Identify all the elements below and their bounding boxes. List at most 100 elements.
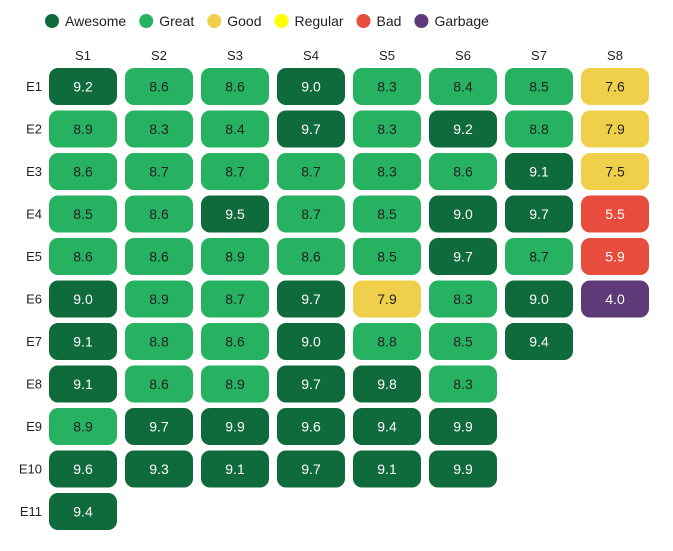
cell-e2-s7 bbox=[505, 110, 573, 148]
cell-e5-s2 bbox=[125, 238, 193, 275]
cell-value: 7.9 bbox=[605, 121, 625, 137]
cell-value: 9.4 bbox=[73, 504, 93, 520]
cell-e6-s4 bbox=[277, 280, 345, 318]
cell-e3-s1 bbox=[49, 153, 117, 190]
cell-value: 8.5 bbox=[529, 79, 549, 95]
cell-e1-s7 bbox=[505, 68, 573, 105]
cell-value: 9.8 bbox=[377, 376, 397, 392]
heatmap-cell: 8.3 bbox=[125, 110, 193, 148]
legend-swatch-awesome bbox=[45, 14, 59, 28]
heatmap-cell: 7.9 bbox=[581, 110, 649, 148]
cell-value: 9.5 bbox=[225, 206, 245, 222]
cell-e6-s2 bbox=[125, 280, 193, 318]
heatmap-cell: 7.9 bbox=[353, 280, 421, 318]
heatmap-cell: 8.3 bbox=[353, 153, 421, 190]
cell-e7-s7 bbox=[505, 323, 573, 360]
heatmap-cell: 9.1 bbox=[49, 323, 117, 360]
cell-value: 8.6 bbox=[225, 79, 245, 95]
cell-e10-s2 bbox=[125, 450, 193, 488]
legend-label-good: Good bbox=[227, 13, 261, 29]
heatmap-cell: 9.0 bbox=[277, 323, 345, 360]
heatmap-cell: 8.7 bbox=[201, 280, 269, 318]
cell-value: 8.3 bbox=[377, 164, 397, 180]
legend-swatch-good bbox=[207, 14, 222, 28]
cell-value: 9.9 bbox=[453, 461, 473, 477]
heatmap-cell: 7.5 bbox=[581, 153, 649, 190]
cell-value: 9.4 bbox=[529, 334, 549, 350]
heatmap-cell: 9.7 bbox=[277, 110, 345, 148]
heatmap-cell: 8.5 bbox=[353, 238, 421, 275]
cell-value: 9.1 bbox=[73, 376, 93, 392]
heatmap-cell: 8.6 bbox=[125, 365, 193, 403]
cell-e1-s8 bbox=[581, 68, 649, 105]
row-label-e8: E8 bbox=[26, 377, 42, 392]
heatmap-cell: 9.7 bbox=[277, 280, 345, 318]
heatmap-cell: 9.5 bbox=[201, 195, 269, 233]
legend-item-regular: Regular bbox=[274, 13, 344, 29]
cell-e8-s4 bbox=[277, 365, 345, 403]
heatmap-cell: 9.4 bbox=[49, 493, 117, 530]
heatmap-cell: 9.6 bbox=[277, 408, 345, 445]
cell-value: 8.7 bbox=[529, 249, 549, 265]
heatmap-cell: 9.0 bbox=[505, 280, 573, 318]
cell-value: 8.6 bbox=[149, 249, 169, 265]
row-label-e3: E3 bbox=[26, 164, 42, 179]
heatmap-cell: 5.9 bbox=[581, 238, 649, 275]
cell-e3-s7 bbox=[505, 153, 573, 190]
cell-e8-s3 bbox=[201, 365, 269, 403]
cell-e10-s1 bbox=[49, 450, 117, 488]
cell-e5-s7 bbox=[505, 238, 573, 275]
row-label-e2: E2 bbox=[26, 122, 42, 137]
cell-value: 8.3 bbox=[149, 121, 169, 137]
cell-value: 8.7 bbox=[225, 291, 245, 307]
cell-value: 7.9 bbox=[377, 291, 397, 307]
cell-e10-s3 bbox=[201, 450, 269, 488]
heatmap-cell: 9.9 bbox=[429, 450, 497, 488]
legend-item-bad: Bad bbox=[356, 13, 401, 29]
cell-value: 9.3 bbox=[149, 461, 169, 477]
cell-value: 9.9 bbox=[453, 419, 473, 435]
heatmap-cell: 8.5 bbox=[505, 68, 573, 105]
cell-e2-s2 bbox=[125, 110, 193, 148]
heatmap-cell: 9.1 bbox=[353, 450, 421, 488]
heatmap-cell: 9.1 bbox=[49, 365, 117, 403]
cell-e1-s4 bbox=[277, 68, 345, 105]
heatmap-cell: 8.8 bbox=[505, 110, 573, 148]
cell-e2-s5 bbox=[353, 110, 421, 148]
legend-item-great: Great bbox=[139, 13, 194, 29]
cell-value: 8.8 bbox=[149, 334, 169, 350]
cell-value: 8.3 bbox=[453, 291, 473, 307]
cell-e10-s4 bbox=[277, 450, 345, 488]
cell-value: 8.4 bbox=[453, 79, 473, 95]
cell-value: 8.3 bbox=[453, 376, 473, 392]
heatmap-cell: 9.7 bbox=[125, 408, 193, 445]
heatmap-cell: 8.7 bbox=[125, 153, 193, 190]
cell-e4-s7 bbox=[505, 195, 573, 233]
cell-e3-s6 bbox=[429, 153, 497, 190]
legend-label-regular: Regular bbox=[294, 13, 343, 29]
heatmap-cell: 9.2 bbox=[429, 110, 497, 148]
heatmap-cell: 8.6 bbox=[201, 323, 269, 360]
cell-e5-s3 bbox=[201, 238, 269, 275]
heatmap-cell: 8.9 bbox=[49, 110, 117, 148]
cell-value: 8.5 bbox=[377, 206, 397, 222]
heatmap-cell: 8.6 bbox=[429, 153, 497, 190]
cell-e1-s5 bbox=[353, 68, 421, 105]
cell-e4-s2 bbox=[125, 195, 193, 233]
row-label-e6: E6 bbox=[26, 292, 42, 307]
cell-value: 5.9 bbox=[605, 249, 625, 265]
heatmap-cell: 8.8 bbox=[125, 323, 193, 360]
cell-value: 8.6 bbox=[149, 206, 169, 222]
heatmap-cell: 5.5 bbox=[581, 195, 649, 233]
legend-swatch-great bbox=[139, 14, 154, 28]
cell-value: 9.1 bbox=[225, 461, 245, 477]
heatmap-cell: 8.9 bbox=[125, 280, 193, 318]
cell-e1-s2 bbox=[125, 68, 193, 105]
cell-e4-s8 bbox=[581, 195, 649, 233]
cell-value: 9.7 bbox=[453, 249, 473, 265]
column-labels: S1 S2 S3 S4 S5 S6 S7 S8 bbox=[75, 48, 623, 63]
heatmap-cell: 8.4 bbox=[429, 68, 497, 105]
cell-value: 8.8 bbox=[529, 121, 549, 137]
cell-value: 8.9 bbox=[149, 291, 169, 307]
cell-value: 8.9 bbox=[73, 121, 93, 137]
